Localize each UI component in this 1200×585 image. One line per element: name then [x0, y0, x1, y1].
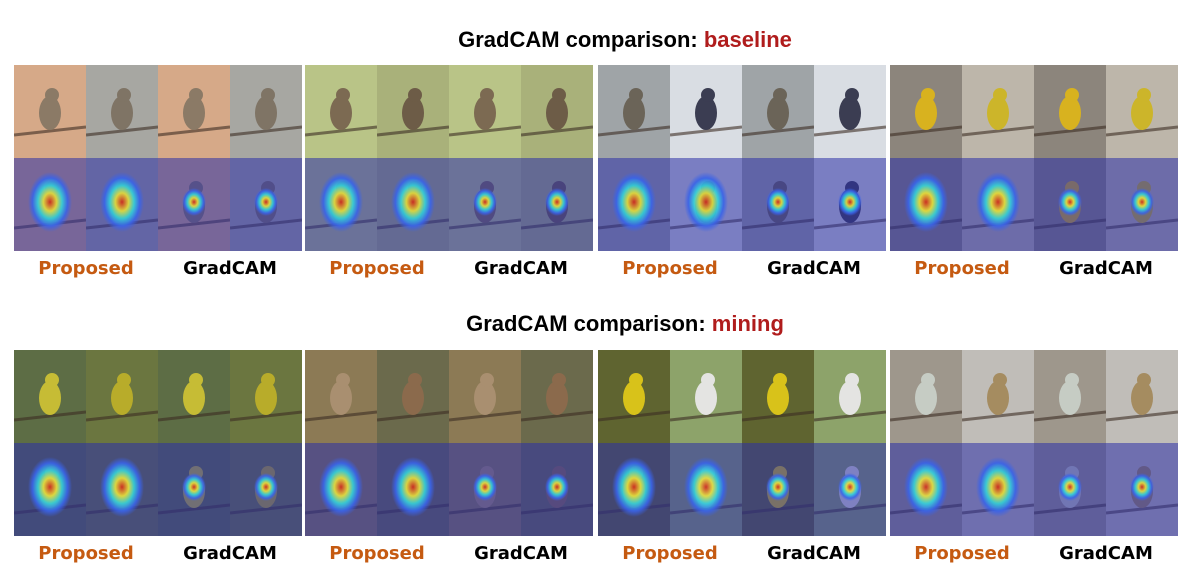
title-highlight-baseline: baseline: [703, 27, 792, 52]
caption-proposed: Proposed: [622, 258, 718, 279]
bird-photo: [521, 65, 593, 158]
comparison-panel: [14, 65, 302, 251]
proposed-heatmap: [86, 158, 158, 251]
comparison-panel: [14, 350, 302, 536]
bird-photo: [449, 350, 521, 443]
bird-photo: [449, 65, 521, 158]
bird-photo: [1106, 350, 1178, 443]
gradcam-heatmap: [521, 158, 593, 251]
caption-gradcam: GradCAM: [1059, 258, 1153, 279]
gradcam-heatmap: [158, 158, 230, 251]
caption-proposed: Proposed: [914, 543, 1010, 564]
bird-photo: [670, 65, 742, 158]
proposed-heatmap: [890, 158, 962, 251]
proposed-heatmap: [305, 443, 377, 536]
bird-photo: [962, 350, 1034, 443]
bird-photo: [814, 65, 886, 158]
bird-photo: [86, 350, 158, 443]
bird-photo: [377, 350, 449, 443]
gradcam-heatmap: [230, 443, 302, 536]
proposed-heatmap: [14, 443, 86, 536]
bird-photo: [814, 350, 886, 443]
proposed-heatmap: [305, 158, 377, 251]
title-prefix: GradCAM comparison:: [458, 27, 704, 52]
gradcam-heatmap: [1106, 158, 1178, 251]
proposed-heatmap: [14, 158, 86, 251]
bird-photo: [230, 350, 302, 443]
bird-photo: [14, 350, 86, 443]
proposed-heatmap: [670, 158, 742, 251]
bird-photo: [742, 350, 814, 443]
proposed-heatmap: [377, 443, 449, 536]
caption-gradcam: GradCAM: [767, 258, 861, 279]
proposed-heatmap: [962, 158, 1034, 251]
caption-gradcam: GradCAM: [474, 258, 568, 279]
title-highlight-mining: mining: [711, 311, 784, 336]
gradcam-heatmap: [814, 443, 886, 536]
gradcam-heatmap: [1106, 443, 1178, 536]
gradcam-heatmap: [521, 443, 593, 536]
caption-gradcam: GradCAM: [474, 543, 568, 564]
bird-photo: [305, 65, 377, 158]
proposed-heatmap: [377, 158, 449, 251]
gradcam-heatmap: [742, 158, 814, 251]
bird-photo: [158, 65, 230, 158]
proposed-heatmap: [962, 443, 1034, 536]
section-title-baseline: GradCAM comparison: baseline: [0, 27, 1200, 53]
bird-photo: [742, 65, 814, 158]
title-prefix: GradCAM comparison:: [466, 311, 712, 336]
bird-photo: [14, 65, 86, 158]
proposed-heatmap: [86, 443, 158, 536]
gradcam-heatmap: [449, 443, 521, 536]
bird-photo: [890, 65, 962, 158]
section-title-mining: GradCAM comparison: mining: [0, 311, 1200, 337]
caption-gradcam: GradCAM: [767, 543, 861, 564]
bird-photo: [1034, 350, 1106, 443]
proposed-heatmap: [598, 443, 670, 536]
bird-photo: [521, 350, 593, 443]
caption-proposed: Proposed: [329, 258, 425, 279]
bird-photo: [305, 350, 377, 443]
gradcam-heatmap: [158, 443, 230, 536]
gradcam-heatmap: [814, 158, 886, 251]
gradcam-heatmap: [742, 443, 814, 536]
bird-photo: [1034, 65, 1106, 158]
caption-proposed: Proposed: [38, 258, 134, 279]
proposed-heatmap: [670, 443, 742, 536]
comparison-panel: [890, 350, 1178, 536]
gradcam-heatmap: [449, 158, 521, 251]
proposed-heatmap: [598, 158, 670, 251]
bird-photo: [158, 350, 230, 443]
comparison-panel: [890, 65, 1178, 251]
bird-photo: [1106, 65, 1178, 158]
bird-photo: [962, 65, 1034, 158]
gradcam-heatmap: [230, 158, 302, 251]
comparison-panel: [598, 65, 886, 251]
bird-photo: [598, 65, 670, 158]
comparison-panel: [305, 65, 593, 251]
gradcam-heatmap: [1034, 443, 1106, 536]
bird-photo: [230, 65, 302, 158]
bird-photo: [377, 65, 449, 158]
bird-photo: [890, 350, 962, 443]
proposed-heatmap: [890, 443, 962, 536]
bird-photo: [598, 350, 670, 443]
caption-proposed: Proposed: [914, 258, 1010, 279]
bird-photo: [86, 65, 158, 158]
gradcam-heatmap: [1034, 158, 1106, 251]
comparison-panel: [598, 350, 886, 536]
bird-photo: [670, 350, 742, 443]
caption-proposed: Proposed: [329, 543, 425, 564]
caption-proposed: Proposed: [38, 543, 134, 564]
caption-proposed: Proposed: [622, 543, 718, 564]
comparison-panel: [305, 350, 593, 536]
caption-gradcam: GradCAM: [1059, 543, 1153, 564]
caption-gradcam: GradCAM: [183, 543, 277, 564]
caption-gradcam: GradCAM: [183, 258, 277, 279]
